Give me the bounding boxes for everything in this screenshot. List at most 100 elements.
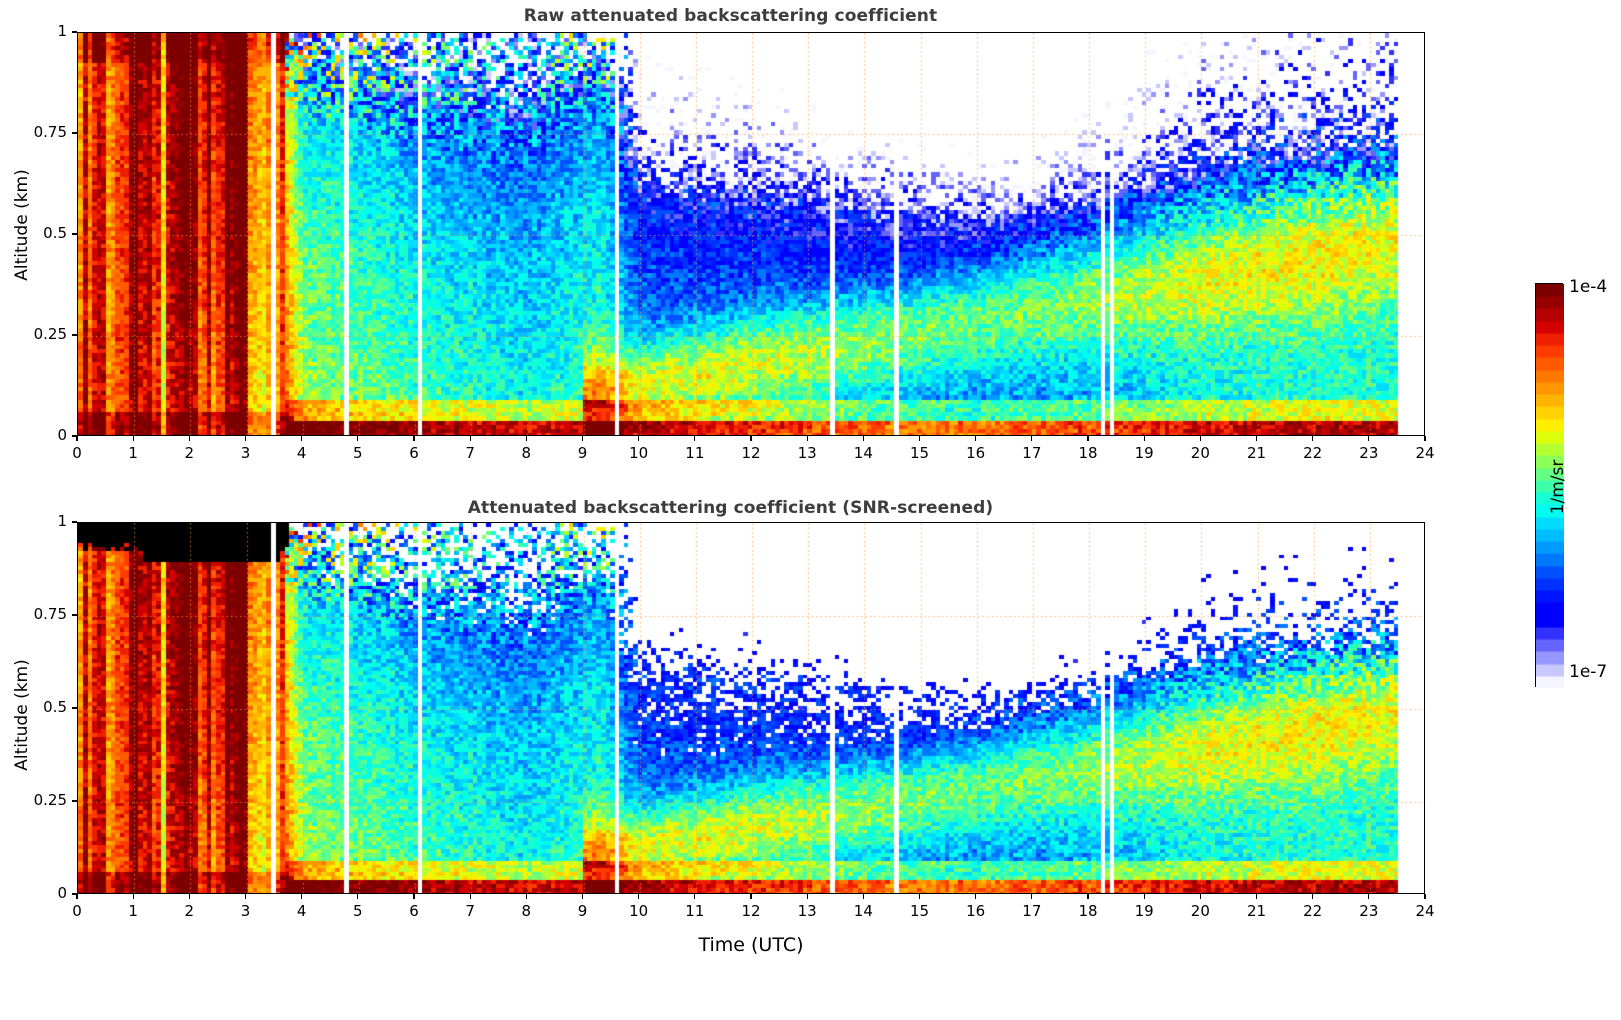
xtick-mark bbox=[1031, 436, 1033, 441]
xtick-mark bbox=[918, 894, 921, 899]
xtick-label: 13 bbox=[797, 902, 817, 920]
xtick-mark bbox=[188, 894, 190, 899]
xtick-label: 21 bbox=[1246, 902, 1267, 920]
xtick-label: 4 bbox=[296, 444, 307, 462]
xtick-label: 12 bbox=[741, 902, 761, 920]
ytick-label: 1 bbox=[57, 22, 67, 40]
colorbar-unit-label: 1/m/sr bbox=[1548, 459, 1568, 515]
ytick-mark bbox=[72, 893, 77, 895]
xtick-label: 1 bbox=[128, 444, 138, 462]
panel-screened-heatmap bbox=[78, 523, 1424, 893]
xtick-label: 2 bbox=[184, 902, 195, 920]
ytick-label: 1 bbox=[57, 512, 67, 530]
xtick-label: 0 bbox=[72, 902, 82, 920]
xtick-mark bbox=[862, 894, 864, 899]
xtick-label: 18 bbox=[1078, 444, 1098, 462]
xtick-label: 17 bbox=[1022, 902, 1042, 920]
panel-raw-axes bbox=[77, 32, 1425, 436]
xtick-mark bbox=[76, 436, 78, 441]
xtick-label: 16 bbox=[966, 902, 986, 920]
xtick-label: 10 bbox=[629, 444, 649, 462]
xtick-mark bbox=[1143, 436, 1145, 441]
ytick-mark bbox=[72, 435, 77, 437]
panel-raw-title: Raw attenuated backscattering coefficien… bbox=[523, 6, 938, 26]
xtick-mark bbox=[1199, 436, 1201, 441]
xtick-label: 24 bbox=[1415, 444, 1435, 462]
xtick-label: 13 bbox=[797, 444, 817, 462]
xtick-label: 20 bbox=[1190, 444, 1210, 462]
ytick-label: 0.75 bbox=[33, 605, 67, 623]
xtick-label: 2 bbox=[184, 444, 195, 462]
xtick-mark bbox=[413, 894, 415, 899]
colorbar-gradient bbox=[1535, 283, 1564, 688]
xtick-label: 1 bbox=[128, 902, 138, 920]
xtick-mark bbox=[975, 436, 977, 441]
xtick-mark bbox=[694, 436, 696, 441]
xtick-mark bbox=[638, 894, 640, 899]
xtick-mark bbox=[301, 436, 303, 441]
ytick-mark bbox=[72, 521, 77, 523]
x-axis-label: Time (UTC) bbox=[698, 934, 804, 956]
xtick-label: 5 bbox=[353, 902, 363, 920]
xtick-label: 8 bbox=[521, 902, 532, 920]
xtick-label: 6 bbox=[409, 902, 419, 920]
panel-screened: Attenuated backscattering coefficient (S… bbox=[0, 490, 1621, 1020]
xtick-label: 14 bbox=[853, 444, 873, 462]
ytick-label: 0.75 bbox=[33, 123, 67, 141]
ytick-mark bbox=[72, 132, 77, 134]
colorbar: 1e-4 1e-7 1/m/sr bbox=[1490, 0, 1621, 1020]
xtick-mark bbox=[1087, 436, 1089, 441]
xtick-mark bbox=[581, 894, 584, 899]
xtick-label: 22 bbox=[1303, 444, 1323, 462]
xtick-label: 8 bbox=[521, 444, 532, 462]
ytick-label: 0.25 bbox=[33, 325, 67, 343]
colorbar-tick-min: 1e-7 bbox=[1569, 662, 1608, 682]
xtick-mark bbox=[76, 894, 78, 899]
panel-screened-title: Attenuated backscattering coefficient (S… bbox=[467, 498, 994, 518]
ytick-label: 0.5 bbox=[43, 224, 67, 242]
xtick-label: 4 bbox=[296, 902, 307, 920]
xtick-label: 21 bbox=[1246, 444, 1267, 462]
ytick-mark bbox=[72, 800, 77, 802]
xtick-label: 9 bbox=[577, 902, 588, 920]
xtick-mark bbox=[806, 436, 808, 441]
xtick-label: 19 bbox=[1134, 444, 1154, 462]
xtick-label: 6 bbox=[409, 444, 419, 462]
ytick-mark bbox=[72, 614, 77, 616]
xtick-mark bbox=[862, 436, 864, 441]
ytick-mark bbox=[72, 707, 77, 709]
xtick-mark bbox=[301, 894, 303, 899]
xtick-label: 3 bbox=[240, 444, 251, 462]
xtick-label: 24 bbox=[1415, 902, 1435, 920]
ytick-label: 0.5 bbox=[43, 698, 67, 716]
xtick-mark bbox=[806, 894, 808, 899]
xtick-label: 11 bbox=[685, 444, 705, 462]
ytick-label: 0 bbox=[57, 426, 67, 444]
xtick-mark bbox=[750, 436, 752, 441]
xtick-mark bbox=[1312, 894, 1314, 899]
xtick-label: 15 bbox=[909, 444, 930, 462]
xtick-label: 18 bbox=[1078, 902, 1098, 920]
xtick-label: 0 bbox=[72, 444, 82, 462]
xtick-mark bbox=[188, 436, 190, 441]
xtick-mark bbox=[581, 436, 584, 441]
xtick-mark bbox=[694, 894, 696, 899]
panel-raw: Raw attenuated backscattering coefficien… bbox=[0, 0, 1621, 470]
ytick-mark bbox=[72, 233, 77, 235]
xtick-mark bbox=[469, 894, 471, 899]
xtick-label: 23 bbox=[1359, 444, 1379, 462]
xtick-mark bbox=[1255, 436, 1258, 441]
xtick-mark bbox=[975, 894, 977, 899]
xtick-mark bbox=[1087, 894, 1089, 899]
xtick-mark bbox=[1255, 894, 1258, 899]
ytick-label: 0 bbox=[57, 884, 67, 902]
xtick-label: 7 bbox=[465, 444, 475, 462]
xtick-mark bbox=[413, 436, 415, 441]
ytick-mark bbox=[72, 31, 77, 33]
xtick-mark bbox=[357, 436, 359, 441]
xtick-mark bbox=[357, 894, 359, 899]
ytick-label: 0.25 bbox=[33, 791, 67, 809]
colorbar-tick-max: 1e-4 bbox=[1569, 277, 1608, 297]
panel-raw-heatmap bbox=[78, 33, 1424, 435]
xtick-mark bbox=[244, 436, 247, 441]
